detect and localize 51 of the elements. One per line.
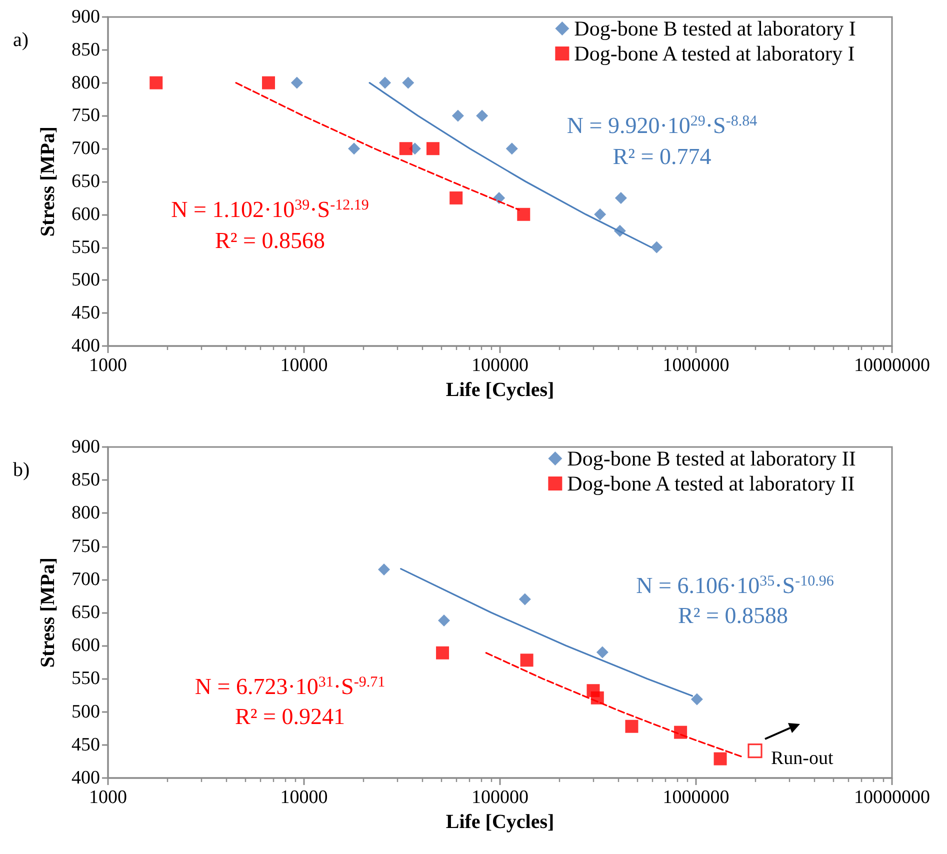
annotation: N = 6.106·10$^{35}$·S$^{-10.96}$	[636, 573, 834, 598]
annotation: N = 9.920·10$^{29}$·S$^{-8.84}$	[566, 113, 758, 138]
x-tick-label: 1000000	[662, 355, 730, 376]
x-axis-title: Life [Cycles]	[446, 810, 554, 833]
annotation: Run-out	[771, 748, 834, 769]
y-tick-label: 450	[72, 734, 100, 756]
y-tick-label: 650	[72, 171, 100, 192]
x-tick-label: 100000	[472, 787, 528, 808]
y-tick-label: 700	[72, 568, 100, 590]
y-tick-label: 450	[72, 302, 100, 324]
annotation: R² = 0.774	[612, 144, 712, 169]
annotation: N = 6.723·10$^{31}$·S$^{-9.71}$	[194, 674, 386, 699]
x-tick-label: 100000	[472, 355, 528, 376]
y-axis-title: Stress [MPa]	[37, 557, 59, 668]
y-tick-label: 900	[72, 436, 100, 458]
y-tick-label: 500	[72, 701, 100, 722]
x-tick-label: 1000	[89, 355, 127, 376]
x-tick-label: 10000	[280, 355, 328, 376]
x-axis-title: Life [Cycles]	[446, 378, 554, 401]
x-tick-label: 1000000	[662, 787, 730, 808]
x-tick-label: 1000	[89, 787, 127, 808]
text: b)	[13, 459, 30, 481]
y-tick-label: 650	[72, 602, 100, 623]
y-tick-label: 550	[72, 236, 100, 258]
y-tick-label: 400	[72, 768, 100, 788]
annotation: R² = 0.9241	[235, 704, 345, 729]
annotation: N = 1.102·10$^{39}$·S$^{-12.19}$	[171, 197, 369, 222]
y-tick-label: 800	[72, 72, 100, 94]
y-tick-label: 750	[72, 105, 100, 126]
y-tick-label: 500	[72, 270, 100, 291]
legend-label: Dog-bone B tested at laboratory I	[574, 16, 856, 40]
annotation: R² = 0.8588	[678, 603, 788, 628]
y-tick-label: 600	[72, 204, 100, 225]
y-tick-label: 700	[72, 138, 100, 160]
x-tick-label: 10000000	[854, 787, 930, 808]
y-axis-title: Stress [MPa]	[37, 126, 59, 237]
annotation: R² = 0.8568	[215, 228, 325, 253]
y-tick-label: 900	[72, 6, 100, 28]
x-tick-label: 10000	[280, 787, 328, 808]
legend-label: Dog-bone B tested at laboratory II	[567, 446, 856, 470]
y-tick-label: 400	[72, 336, 100, 356]
y-tick-label: 750	[72, 536, 100, 557]
text: a)	[13, 29, 29, 51]
y-tick-label: 800	[72, 502, 100, 524]
x-tick-label: 10000000	[854, 355, 930, 376]
legend-label: Dog-bone A tested at laboratory II	[567, 472, 855, 496]
y-tick-label: 600	[72, 635, 100, 656]
y-tick-label: 850	[72, 470, 100, 491]
legend-label: Dog-bone A tested at laboratory I	[574, 42, 855, 66]
y-tick-label: 550	[72, 668, 100, 690]
y-tick-label: 850	[72, 39, 100, 60]
